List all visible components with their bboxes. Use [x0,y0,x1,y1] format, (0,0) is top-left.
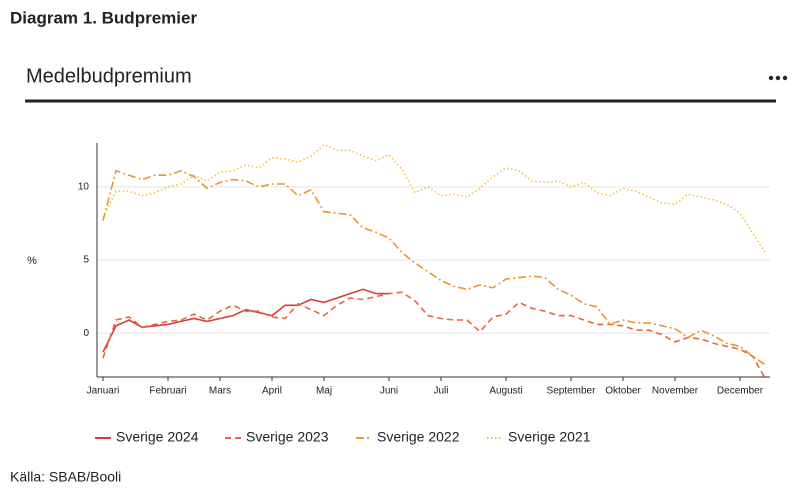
series-line [102,143,767,255]
x-tick-label: Februari [149,386,186,397]
page-title: Diagram 1. Budpremier [10,8,197,27]
x-tick-label: Juni [380,386,398,397]
x-tick-label: Mars [209,386,231,397]
x-tick-label: Maj [316,386,332,397]
x-tick-label: Juli [433,386,448,397]
y-tick-label: 10 [78,182,90,193]
y-tick-label: 5 [83,255,89,266]
x-tick-label: Oktober [605,386,641,397]
y-axis-label: % [27,255,37,267]
series-line [102,291,767,381]
x-tick-label: September [547,386,597,397]
x-tick-label: Augusti [489,386,522,397]
x-tick-label: November [652,386,699,397]
y-tick-label: 0 [83,328,89,339]
menu-icon[interactable] [768,75,788,81]
legend-label: Sverige 2022 [377,429,460,445]
series-line [102,169,767,366]
legend-label: Sverige 2023 [246,429,329,445]
series-line [102,288,389,353]
x-tick-label: April [262,386,282,397]
chart-title: Medelbudpremium [26,65,192,87]
source: Källa: SBAB/Booli [10,469,121,485]
legend-label: Sverige 2024 [116,429,199,445]
legend-label: Sverige 2021 [508,429,591,445]
x-tick-label: Januari [87,386,120,397]
x-tick-label: December [717,386,764,397]
